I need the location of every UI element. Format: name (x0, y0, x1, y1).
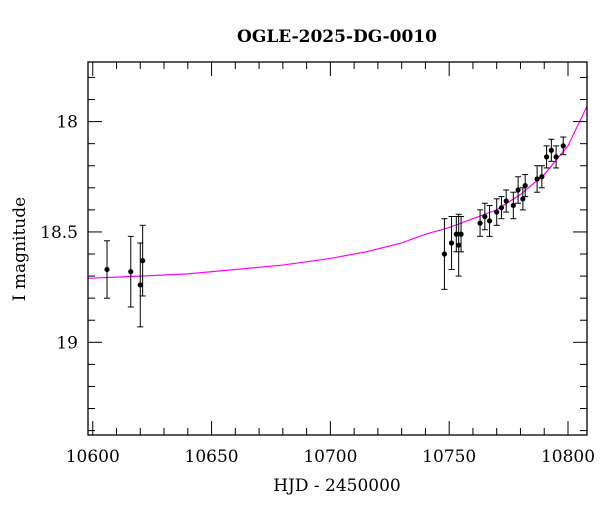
point-marker (482, 213, 488, 220)
data-point (548, 138, 555, 162)
y-tick-label: 18.5 (40, 223, 78, 243)
point-marker (515, 187, 521, 193)
point-marker (560, 143, 566, 149)
model-curve (87, 105, 588, 279)
x-axis-label: HJD - 2450000 (273, 476, 401, 496)
point-marker (140, 258, 146, 264)
plot-frame (87, 61, 588, 436)
point-marker (544, 154, 550, 160)
data-point (137, 242, 144, 328)
point-marker (137, 282, 143, 288)
model-curve-layer (87, 105, 588, 279)
data-point (515, 176, 522, 204)
point-marker (548, 147, 554, 153)
point-marker (510, 202, 516, 209)
y-tick-label: 19 (56, 333, 78, 353)
point-marker (441, 251, 448, 257)
point-marker (522, 182, 528, 189)
point-marker (458, 231, 464, 237)
point-marker (494, 209, 500, 215)
data-point (522, 174, 529, 198)
y-tick-label: 18 (56, 113, 78, 133)
point-marker (486, 218, 493, 224)
data-point (510, 191, 517, 220)
data-points-layer (104, 136, 567, 328)
data-point (503, 189, 510, 213)
point-marker (498, 205, 505, 211)
point-marker (448, 240, 455, 246)
data-point (543, 145, 550, 169)
x-tick-label: 10750 (422, 447, 476, 467)
data-point (477, 209, 484, 237)
data-point (458, 215, 465, 253)
data-point (441, 218, 448, 290)
point-marker (453, 231, 459, 237)
point-marker (503, 198, 509, 204)
data-point (104, 240, 111, 299)
point-marker (534, 176, 540, 182)
point-marker (520, 196, 526, 202)
point-marker (539, 174, 545, 180)
data-point (498, 196, 505, 220)
data-point (519, 187, 526, 211)
point-marker (553, 154, 559, 160)
point-marker (477, 220, 483, 226)
data-point (139, 224, 146, 297)
data-point (534, 165, 541, 193)
x-tick-label: 10800 (541, 447, 595, 467)
point-marker (456, 242, 462, 248)
x-tick-label: 10600 (66, 447, 120, 467)
data-point (538, 165, 545, 189)
y-axis-label: I magnitude (10, 197, 30, 301)
chart-title: OGLE-2025-DG-0010 (237, 27, 437, 47)
data-point (493, 198, 500, 226)
axes-layer: 10600 10650 10700 10750 10800 18 18.5 19 (40, 61, 595, 467)
data-point (486, 204, 493, 237)
data-point (455, 213, 462, 277)
x-tick-label: 10700 (303, 447, 357, 467)
point-marker (128, 269, 134, 275)
data-point (127, 235, 134, 308)
data-point (481, 202, 488, 231)
data-point (560, 136, 567, 156)
x-tick-label: 10650 (185, 447, 239, 467)
point-marker (104, 266, 110, 273)
data-point (448, 215, 455, 270)
data-point (553, 145, 560, 169)
